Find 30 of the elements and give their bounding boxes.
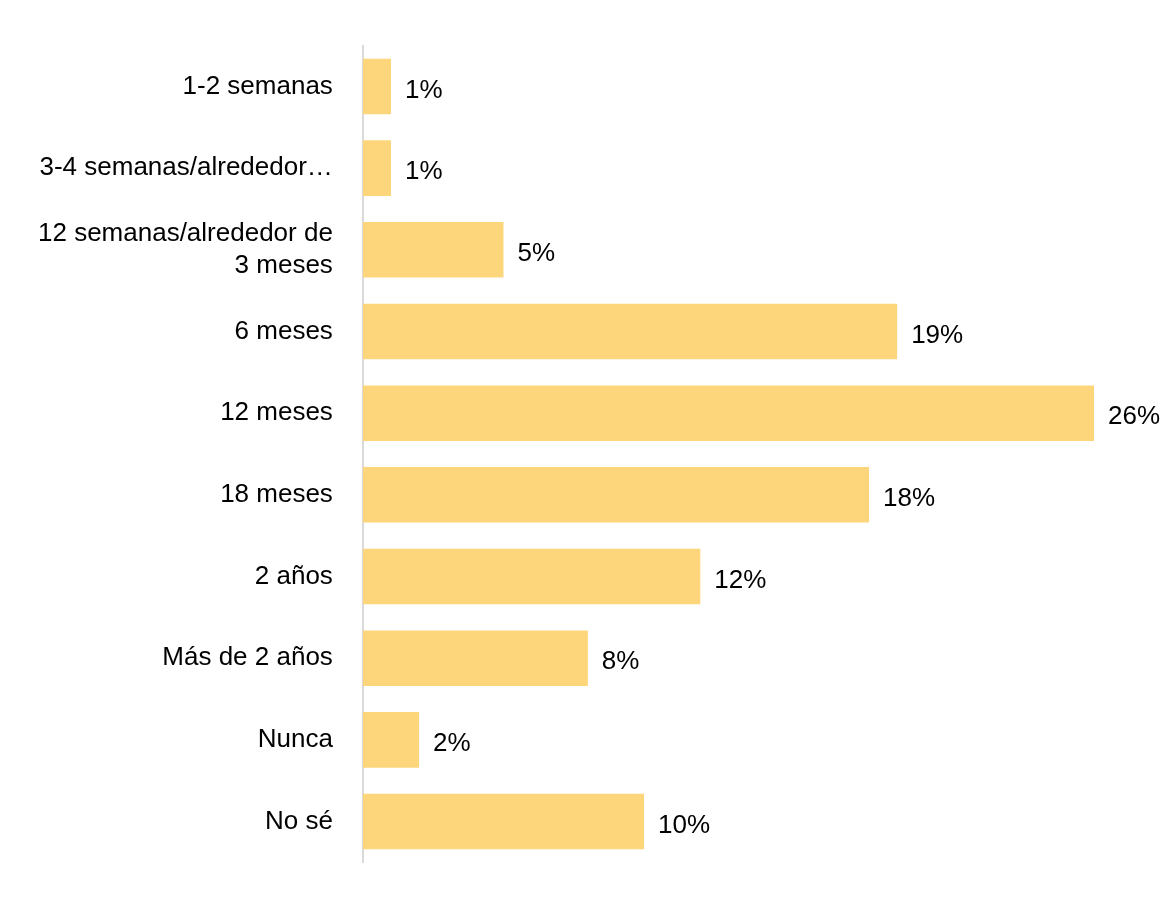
- bar: [362, 140, 391, 196]
- data-label: 1%: [404, 73, 443, 104]
- data-label: 12%: [714, 563, 767, 594]
- y-tick-label: 12 semanas/alrededor de 3 meses: [37, 217, 333, 279]
- bar: [362, 385, 1094, 441]
- data-label: 2%: [433, 727, 471, 758]
- bar: [362, 548, 701, 605]
- y-tick-label: 18 meses: [220, 478, 333, 509]
- y-tick-label: 12 meses: [220, 396, 333, 427]
- bar: [362, 303, 898, 360]
- data-label: 8%: [601, 645, 640, 676]
- bar: [362, 793, 645, 850]
- y-tick-label: Nunca: [257, 723, 334, 754]
- bar: [362, 712, 420, 768]
- data-label: 26%: [1108, 400, 1161, 431]
- bar: [362, 58, 391, 115]
- bar: [362, 630, 588, 686]
- y-tick-label: 6 meses: [234, 314, 333, 345]
- y-tick-label: 1-2 semanas: [182, 69, 333, 100]
- data-label: 10%: [658, 808, 711, 839]
- data-label: 18%: [883, 482, 936, 513]
- y-tick-label: 3-4 semanas/alrededor…: [39, 151, 333, 182]
- y-tick-label: 2 años: [254, 559, 333, 590]
- y-tick-label: No sé: [264, 804, 333, 835]
- bar: [362, 467, 870, 523]
- y-tick-label: Más de 2 años: [162, 641, 333, 672]
- data-label: 19%: [911, 318, 964, 349]
- bar: [362, 222, 504, 278]
- data-label: 5%: [517, 236, 556, 267]
- data-label: 1%: [404, 155, 443, 186]
